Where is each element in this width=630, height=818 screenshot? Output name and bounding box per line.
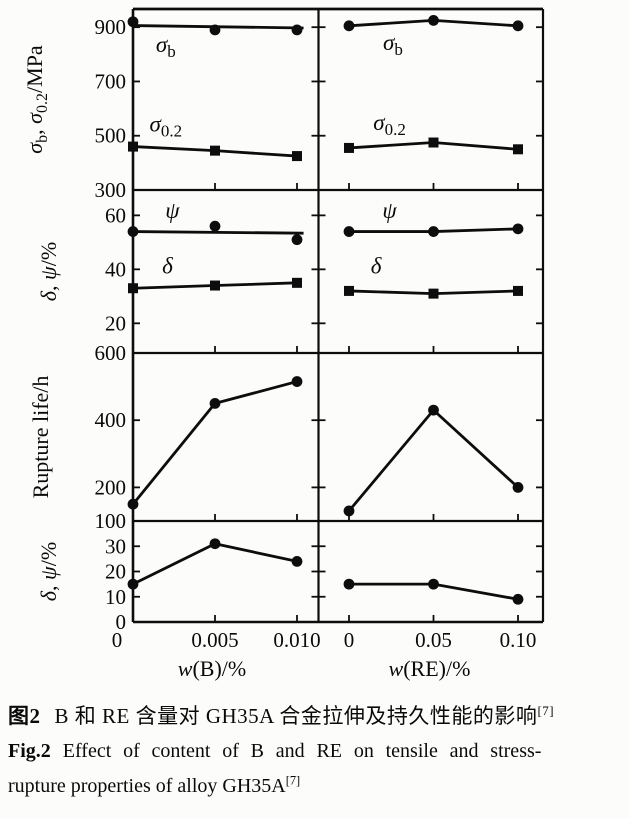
rupture-life-vs-B-point-2 bbox=[291, 376, 303, 387]
psi-vs-B-line bbox=[132, 230, 304, 235]
sigma-02-vs-RE-label: σ0.2 bbox=[373, 110, 406, 139]
sigma-02-vs-RE-point-0 bbox=[344, 142, 354, 153]
x-tick-label: 0.005 bbox=[191, 628, 238, 652]
rupture-life-vs-B-point-1 bbox=[209, 398, 221, 409]
caption-zh-ref: [7] bbox=[537, 703, 555, 718]
rupture-ductility-vs-RE-point-2 bbox=[512, 593, 524, 605]
x-axis-title: w(B)/% bbox=[178, 656, 246, 681]
caption-en-label: Fig.2 bbox=[8, 740, 51, 762]
sigma-b-vs-RE-point-1 bbox=[428, 14, 439, 26]
y-axis-title: δ, ψ/% bbox=[36, 542, 61, 601]
sigma-b-vs-RE-label: σb bbox=[383, 30, 403, 59]
delta-vs-B-point-0 bbox=[128, 283, 138, 294]
sigma-b-vs-B-point-0 bbox=[127, 16, 139, 28]
rupture-life-vs-RE-point-0 bbox=[343, 505, 355, 517]
psi-vs-RE-point-1 bbox=[428, 226, 439, 237]
y-tick-label: 60 bbox=[105, 203, 126, 227]
rupture-life-vs-RE-point-1 bbox=[428, 404, 439, 416]
caption-en-ref: [7] bbox=[285, 773, 301, 788]
rupture-ductility-vs-B-point-2 bbox=[291, 556, 303, 567]
sigma-b-vs-RE-point-0 bbox=[343, 20, 355, 32]
panel-r1-c0 bbox=[127, 220, 304, 294]
panel-r0-c0 bbox=[127, 16, 304, 162]
sigma-b-vs-RE-point-2 bbox=[512, 20, 524, 32]
caption-zh-text: B 和 RE 含量对 GH35A 合金拉伸及持久性能的影响 bbox=[54, 704, 538, 728]
sigma-02-vs-B-point-0 bbox=[128, 141, 138, 152]
psi-vs-B-point-2 bbox=[291, 234, 303, 246]
y-tick-label: 0 bbox=[116, 610, 127, 634]
y-tick-label: 300 bbox=[95, 178, 127, 202]
x-tick-label: 0.010 bbox=[273, 628, 320, 652]
rupture-ductility-vs-B-point-0 bbox=[127, 578, 139, 590]
y-tick-label: 10 bbox=[105, 585, 126, 609]
psi-vs-B-point-0 bbox=[127, 226, 139, 237]
sigma-b-vs-B-point-1 bbox=[209, 24, 221, 36]
delta-vs-RE-point-1 bbox=[428, 288, 439, 299]
psi-vs-RE-label: ψ bbox=[382, 198, 397, 223]
y-tick-label: 400 bbox=[95, 408, 127, 432]
delta-vs-RE-point-2 bbox=[513, 285, 523, 296]
sigma-b-vs-B-point-2 bbox=[291, 24, 303, 36]
y-tick-label: 500 bbox=[95, 124, 127, 148]
y-tick-label: 200 bbox=[95, 475, 127, 499]
figure-background bbox=[0, 0, 630, 696]
x-axis-title: w(RE)/% bbox=[389, 656, 471, 681]
x-tick-label: 0.10 bbox=[500, 628, 537, 652]
rupture-ductility-vs-RE-point-0 bbox=[343, 578, 355, 590]
figure-caption: 图2 B 和 RE 含量对 GH35A 合金拉伸及持久性能的影响[7] Fig.2… bbox=[0, 696, 630, 804]
rupture-ductility-vs-RE-point-1 bbox=[428, 578, 439, 590]
psi-vs-B-label: ψ bbox=[165, 198, 180, 223]
rupture-ductility-vs-B-point-1 bbox=[209, 538, 221, 550]
y-axis-title: σb, σ0.2/MPa bbox=[22, 45, 51, 154]
sigma-02-vs-B-point-1 bbox=[210, 145, 220, 156]
y-tick-label: 30 bbox=[105, 534, 126, 558]
panel-r3-c1 bbox=[343, 578, 524, 605]
panel-r2-c0 bbox=[127, 376, 303, 510]
panel-r1-c1 bbox=[343, 223, 524, 299]
y-tick-label: 20 bbox=[105, 560, 126, 584]
y-tick-label: 20 bbox=[105, 311, 126, 335]
caption-zh-label: 图2 bbox=[8, 704, 41, 728]
sigma-02-vs-B-point-2 bbox=[292, 151, 302, 162]
delta-vs-RE-label: δ bbox=[371, 253, 382, 278]
psi-vs-RE-point-0 bbox=[343, 226, 355, 237]
panel-r3-c0 bbox=[127, 538, 303, 590]
delta-vs-B-point-1 bbox=[210, 280, 220, 291]
caption-zh: 图2 B 和 RE 含量对 GH35A 合金拉伸及持久性能的影响[7] bbox=[8, 698, 620, 734]
sigma-02-vs-RE-point-2 bbox=[513, 144, 523, 155]
y-tick-label: 100 bbox=[95, 509, 127, 533]
delta-vs-B-point-2 bbox=[292, 277, 302, 288]
y-tick-label: 900 bbox=[95, 15, 127, 39]
y-tick-label: 600 bbox=[95, 341, 127, 365]
caption-en-text-1: Effect of content of B and RE on tensile… bbox=[62, 740, 542, 762]
rupture-life-vs-RE-point-2 bbox=[512, 482, 524, 493]
x-tick-label: 0 bbox=[344, 628, 355, 652]
x-tick-label: 0 bbox=[112, 628, 123, 652]
panel-r0-c1 bbox=[343, 14, 524, 155]
figure-2: 300 500 700 900 σb, σ0.2/MPa 20 40 60 δ, ψ/% 100 2… bbox=[0, 0, 630, 696]
y-axis-title: δ, ψ/% bbox=[36, 242, 61, 301]
y-axis-title: Rupture life/h bbox=[28, 376, 53, 499]
sigma-02-vs-RE-point-1 bbox=[428, 137, 439, 148]
y-tick-label: 700 bbox=[95, 69, 127, 93]
delta-vs-B-label: δ bbox=[162, 253, 173, 278]
sigma-b-vs-B-label: σb bbox=[156, 32, 176, 61]
rupture-life-vs-B-point-0 bbox=[127, 498, 139, 510]
y-tick-label: 40 bbox=[105, 257, 126, 281]
caption-en-line2: rupture properties of alloy GH35A[7] bbox=[8, 769, 620, 804]
caption-en-line1: Fig.2 Effect of content of B and RE on te… bbox=[8, 734, 620, 769]
psi-vs-B-point-1 bbox=[209, 220, 221, 232]
delta-vs-RE-point-0 bbox=[344, 285, 354, 296]
x-tick-label: 0.05 bbox=[415, 628, 452, 652]
sigma-02-vs-B-label: σ0.2 bbox=[150, 112, 183, 141]
panel-r2-c1 bbox=[343, 404, 524, 517]
psi-vs-RE-point-2 bbox=[512, 223, 524, 235]
caption-en-text-2: rupture properties of alloy GH35A bbox=[8, 775, 286, 797]
